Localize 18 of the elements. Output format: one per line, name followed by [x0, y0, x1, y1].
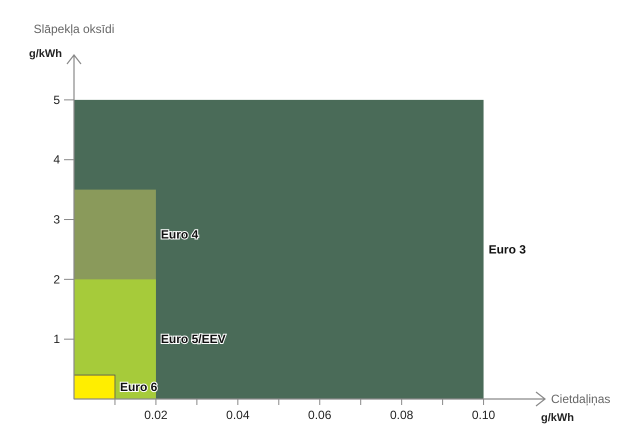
- x-tick-label: 0.08: [390, 408, 414, 422]
- series-label: Euro 6: [120, 380, 158, 394]
- y-axis-title: Slāpekļa oksīdi: [34, 22, 114, 36]
- series-label: Euro 5/EEV: [160, 332, 226, 346]
- series-label: Euro 3: [488, 242, 526, 256]
- y-tick-label: 4: [53, 152, 60, 167]
- y-tick-label: 5: [53, 92, 60, 107]
- x-tick-label: 0.06: [308, 408, 332, 422]
- text: g/kWh: [29, 48, 62, 60]
- x-tick-label: 0.10: [472, 408, 496, 422]
- text: g/kWh: [541, 412, 574, 424]
- y-tick-label: 2: [53, 272, 60, 286]
- text: 0.02: [144, 408, 168, 422]
- series-label: Euro 4: [160, 227, 199, 242]
- x-tick-label: 0.04: [226, 408, 250, 422]
- x-axis-title: Cietdaļiņas: [551, 392, 610, 406]
- y-tick-label: 1: [53, 332, 60, 346]
- y-tick-label: 3: [53, 212, 60, 227]
